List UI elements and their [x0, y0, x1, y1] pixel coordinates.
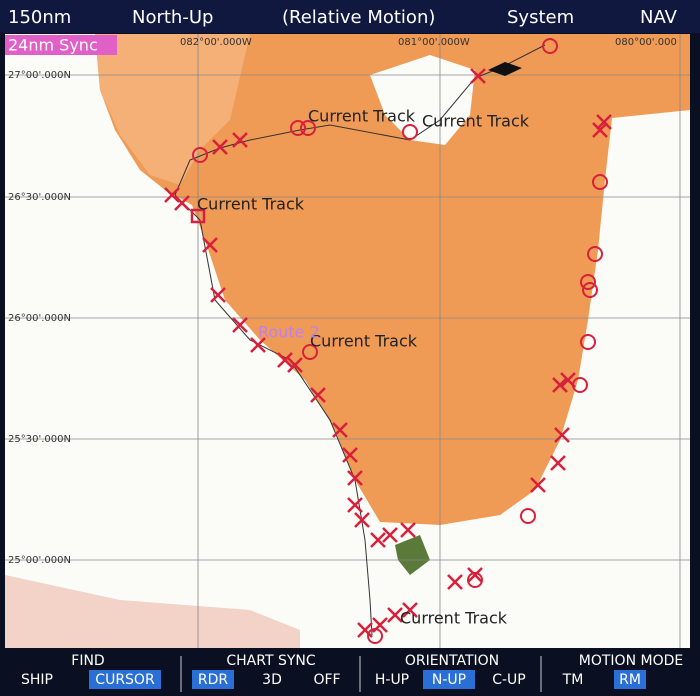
waypoint-o	[580, 334, 596, 350]
waypoint-x	[232, 132, 248, 148]
waypoint-x	[400, 522, 416, 538]
waypoint-o	[402, 124, 418, 140]
latitude-label: 25°30'.000N	[8, 434, 71, 445]
toolbar-group-title: FIND	[71, 653, 104, 669]
waypoint-o	[290, 120, 306, 136]
track-label: Current Track	[422, 112, 530, 131]
land	[95, 34, 690, 525]
waypoint-o	[520, 508, 536, 524]
waypoint-x	[550, 455, 566, 471]
range[interactable]: 150nm	[8, 7, 71, 28]
waypoint-x	[202, 237, 218, 253]
waypoint-x	[447, 574, 463, 590]
chart-map[interactable]	[5, 34, 690, 648]
waypoint-x	[277, 352, 293, 368]
waypoint-o	[572, 377, 588, 393]
waypoint-o	[192, 147, 208, 163]
waypoint-x	[332, 422, 348, 438]
toolbar-group-title: MOTION MODE	[579, 653, 683, 669]
latitude-label: 26°00'.000N	[8, 313, 71, 324]
waypoint-x	[552, 377, 568, 393]
waypoint-x	[310, 387, 326, 403]
option-highlight	[423, 670, 475, 689]
track-line	[174, 44, 546, 636]
waypoint-x	[596, 114, 612, 130]
waypoint-x	[470, 68, 486, 84]
lake	[370, 55, 475, 145]
toolbar-option[interactable]: 3D	[262, 672, 282, 688]
track-label: Current Track	[308, 107, 416, 126]
waypoint-x	[530, 477, 546, 493]
waypoint-x	[174, 195, 190, 211]
option-highlight	[89, 670, 161, 689]
waypoint-x	[232, 317, 248, 333]
toolbar-option[interactable]: SHIP	[21, 672, 53, 688]
longitude-label: 081°00'.000W	[398, 37, 470, 48]
waypoint-x	[467, 567, 483, 583]
toolbar-option[interactable]: OFF	[313, 672, 340, 688]
latitude-label: 27°00'.000N	[8, 70, 71, 81]
shallow	[5, 575, 300, 648]
islands	[395, 535, 430, 575]
toolbar-option[interactable]: N-UP	[432, 672, 466, 688]
sync-label: 24nm Sync	[8, 36, 98, 55]
waypoint-x	[347, 470, 363, 486]
toolbar-group-title: ORIENTATION	[405, 653, 499, 669]
waypoint-x	[554, 427, 570, 443]
waypoint-x	[212, 139, 228, 155]
route-end	[190, 208, 206, 224]
toolbar-option[interactable]: RDR	[198, 672, 229, 688]
toolbar-option[interactable]: RM	[619, 672, 641, 688]
waypoint-x	[370, 532, 386, 548]
option-highlight	[192, 670, 234, 689]
waypoints	[164, 38, 612, 644]
toolbar-option[interactable]: TM	[562, 672, 584, 688]
route-label: Route 2	[258, 323, 320, 342]
top-bar	[0, 0, 700, 33]
nav[interactable]: NAV	[640, 7, 678, 28]
sync-badge	[5, 35, 117, 55]
longitude-label: 080°00'.000	[615, 37, 677, 48]
waypoint-x	[354, 512, 370, 528]
waypoint-x	[342, 447, 358, 463]
waypoint-x	[387, 607, 403, 623]
option-highlight	[614, 670, 646, 689]
longitude-label: 082°00'.000W	[180, 37, 252, 48]
waypoint-x	[357, 622, 373, 638]
waypoint-x	[287, 357, 303, 373]
waypoint-x	[592, 122, 608, 138]
menu[interactable]: System	[507, 7, 574, 28]
waypoint-x	[402, 602, 418, 618]
waypoint-x	[210, 287, 226, 303]
vessel	[488, 62, 522, 76]
waypoint-o	[587, 246, 603, 262]
track-label: Current Track	[310, 332, 418, 351]
waypoint-o	[302, 344, 318, 360]
waypoint-o	[592, 174, 608, 190]
waypoint-x	[347, 497, 363, 513]
waypoint-o	[367, 628, 383, 644]
waypoint-x	[250, 337, 266, 353]
waypoint-x	[164, 187, 180, 203]
latitude-label: 26°30'.000N	[8, 192, 71, 203]
toolbar-option[interactable]: CURSOR	[95, 672, 155, 688]
waypoint-o	[300, 120, 316, 136]
motion[interactable]: (Relative Motion)	[282, 7, 435, 28]
toolbar-option[interactable]: H-UP	[375, 672, 409, 688]
waypoint-o	[580, 274, 596, 290]
waypoint-o	[467, 572, 483, 588]
waypoint-x	[382, 527, 398, 543]
land-light	[95, 34, 250, 185]
waypoint-o	[582, 282, 598, 298]
waypoint-o	[542, 38, 558, 54]
track-label: Current Track	[197, 195, 305, 214]
orientation[interactable]: North-Up	[132, 7, 213, 28]
track-label: Current Track	[400, 609, 508, 628]
toolbar-option[interactable]: C-UP	[492, 672, 526, 688]
toolbar-group-title: CHART SYNC	[226, 653, 316, 669]
latitude-label: 25°00'.000N	[8, 555, 71, 566]
grid	[5, 34, 690, 648]
